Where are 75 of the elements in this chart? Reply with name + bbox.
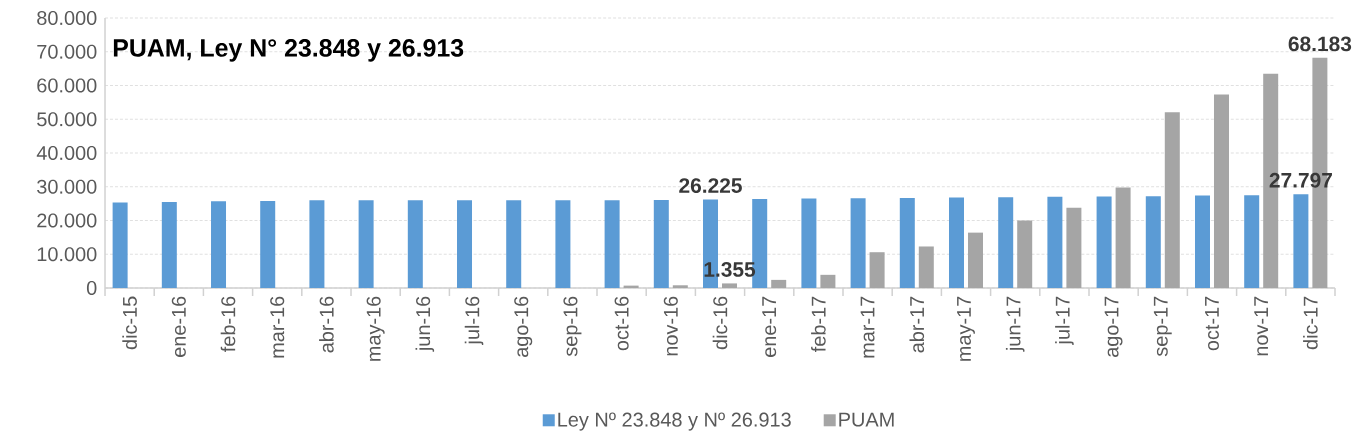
bar (1145, 196, 1161, 288)
x-tick-label: may-17 (957, 296, 975, 361)
bar (1115, 187, 1131, 288)
legend-label: Ley Nº 23.848 y Nº 26.913 (558, 412, 791, 431)
bar (1017, 220, 1033, 288)
x-tick-label: oct-16 (614, 296, 629, 351)
y-tick-label: 10.000 (37, 247, 97, 262)
x-tick-label: ene-16 (171, 296, 186, 357)
y-tick-label: 80.000 (37, 10, 97, 26)
x-tick-label: sep-16 (563, 296, 582, 357)
bar (457, 200, 473, 288)
x-tick-label: mar-17 (860, 296, 875, 358)
text: PUAM, Ley N° 23.848 y 26.913 (113, 39, 464, 62)
data-label: 26.225 (679, 178, 742, 193)
bar (869, 252, 885, 288)
bar (672, 285, 688, 288)
x-tick-label: may-16 (366, 296, 385, 361)
bar (918, 246, 934, 288)
bar (899, 197, 915, 288)
bar (850, 198, 866, 288)
x-tick-label: feb-16 (220, 296, 236, 352)
bar (358, 200, 374, 288)
bar (653, 199, 669, 288)
bar (604, 200, 620, 288)
bar (260, 200, 276, 288)
x-tick-label: oct-17 (1205, 296, 1219, 351)
x-tick-label: sep-17 (1153, 296, 1172, 357)
bar (949, 197, 964, 288)
bar (407, 200, 423, 288)
x-tick-label: ago-16 (514, 296, 533, 357)
x-tick-label: jun-17 (1005, 296, 1025, 352)
bar (1066, 207, 1082, 288)
bar (1214, 94, 1229, 288)
x-tick-label: dic-16 (712, 296, 728, 350)
bar (1195, 195, 1210, 288)
data-label: 68.183 (1288, 36, 1352, 52)
bar (555, 200, 571, 288)
bar (1293, 194, 1309, 288)
x-tick-label: feb-17 (811, 296, 826, 352)
bar (998, 197, 1014, 288)
x-tick-label: ago-17 (1104, 296, 1123, 357)
bar (1164, 112, 1180, 288)
y-tick-label: 30.000 (37, 179, 97, 194)
data-label: 27.797 (1269, 172, 1332, 188)
bar (309, 200, 325, 288)
x-tick-label: abr-16 (319, 296, 334, 353)
bar (161, 201, 177, 288)
x-tick-label: nov-16 (663, 296, 678, 356)
x-tick-label: jun-16 (415, 296, 435, 352)
legend-label: PUAM (839, 412, 894, 427)
x-tick-label: jul-16 (464, 296, 484, 345)
bar (211, 201, 227, 288)
x-tick-label: jul-17 (1055, 296, 1074, 345)
x-tick-label: mar-16 (270, 296, 285, 358)
x-tick-label: abr-17 (909, 296, 925, 353)
bar (112, 202, 128, 288)
x-tick-label: dic-15 (122, 296, 137, 350)
x-tick-label: nov-17 (1254, 296, 1269, 356)
bar (1047, 196, 1063, 288)
bar (1096, 196, 1112, 288)
bar (722, 283, 738, 288)
bar (771, 279, 787, 288)
y-tick-label: 40.000 (36, 145, 97, 161)
bar (820, 274, 836, 288)
x-tick-label: dic-17 (1303, 296, 1318, 350)
bar (801, 198, 817, 288)
x-tick-label: ene-17 (762, 296, 777, 357)
bar (968, 232, 983, 288)
y-tick-label: 50.000 (37, 112, 97, 127)
y-tick-label: 70.000 (37, 44, 97, 59)
y-tick-label: 60.000 (37, 78, 97, 93)
bar (506, 200, 522, 288)
bar (1244, 195, 1260, 288)
y-tick-label: 0 (86, 280, 97, 296)
y-tick-label: 20.000 (37, 213, 97, 228)
